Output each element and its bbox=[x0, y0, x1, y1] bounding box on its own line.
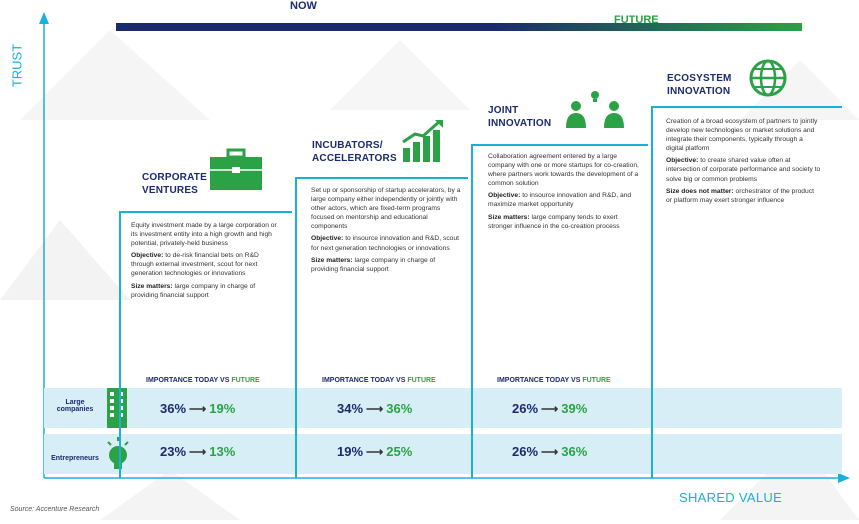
panel-title-incubators-accelerators: INCUBATORS/ ACCELERATORS bbox=[312, 140, 397, 164]
people-idea-icon bbox=[566, 91, 624, 128]
globe-icon bbox=[749, 59, 787, 97]
growth-chart-icon bbox=[402, 120, 443, 162]
panel-text-corporate-ventures: Equity investment made by a large corpor… bbox=[131, 222, 277, 299]
value-entrepreneurs-incubators: 19% ⟶ 25% bbox=[337, 444, 413, 459]
panel-text-ecosystem-innovation: Creation of a broad ecosystem of partner… bbox=[666, 118, 821, 204]
now-label: NOW bbox=[290, 0, 317, 12]
importance-header-3: IMPORTANCE TODAY VS FUTURE bbox=[497, 377, 611, 384]
panel-title-ecosystem-innovation: ECOSYSTEM INNOVATION bbox=[667, 73, 732, 97]
panel-text-joint-innovation: Collaboration agreement entered by a lar… bbox=[488, 153, 639, 230]
lightbulb-icon bbox=[107, 437, 129, 469]
value-large-joint: 26% ⟶ 39% bbox=[512, 401, 588, 416]
panel-text-incubators-accelerators: Set up or sponsorship of startup acceler… bbox=[311, 187, 461, 273]
large-companies-band bbox=[44, 388, 842, 428]
row-label-entrepreneurs: Entrepreneurs bbox=[51, 455, 99, 462]
panel-title-corporate-ventures: CORPORATE VENTURES bbox=[142, 172, 207, 196]
importance-header-2: IMPORTANCE TODAY VS FUTURE bbox=[322, 377, 436, 384]
entrepreneurs-band bbox=[44, 434, 842, 474]
importance-header-1: IMPORTANCE TODAY VS FUTURE bbox=[146, 377, 260, 384]
x-axis-label: SHARED VALUE bbox=[679, 490, 783, 505]
value-large-corporate-ventures: 36% ⟶ 19% bbox=[160, 401, 236, 416]
x-axis-arrow-icon bbox=[838, 473, 850, 483]
briefcase-icon bbox=[210, 148, 262, 190]
source-note: Source: Accenture Research bbox=[10, 506, 100, 513]
value-large-incubators: 34% ⟶ 36% bbox=[337, 401, 413, 416]
row-label-large-companies: Large companies bbox=[56, 399, 94, 413]
value-entrepreneurs-corporate-ventures: 23% ⟶ 13% bbox=[160, 444, 236, 459]
panel-title-joint-innovation: JOINT INNOVATION bbox=[488, 105, 552, 129]
y-axis-arrow-icon bbox=[39, 12, 49, 24]
value-entrepreneurs-joint: 26% ⟶ 36% bbox=[512, 444, 588, 459]
now-future-gradient-bar bbox=[116, 23, 802, 31]
